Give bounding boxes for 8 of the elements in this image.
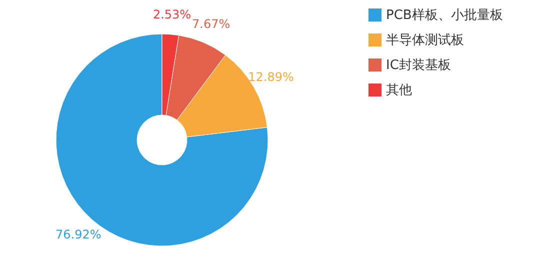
data-label: 12.89% [248,70,294,84]
legend-label: PCB样板、小批量板 [386,8,503,23]
legend-label: 半导体测试板 [386,33,464,48]
data-label: 2.53% [152,7,192,22]
legend-label: IC封装基板 [386,58,451,73]
data-label: 76.92% [56,227,102,242]
data-label: 7.67% [192,16,230,31]
legend-label: 其他 [386,83,412,98]
